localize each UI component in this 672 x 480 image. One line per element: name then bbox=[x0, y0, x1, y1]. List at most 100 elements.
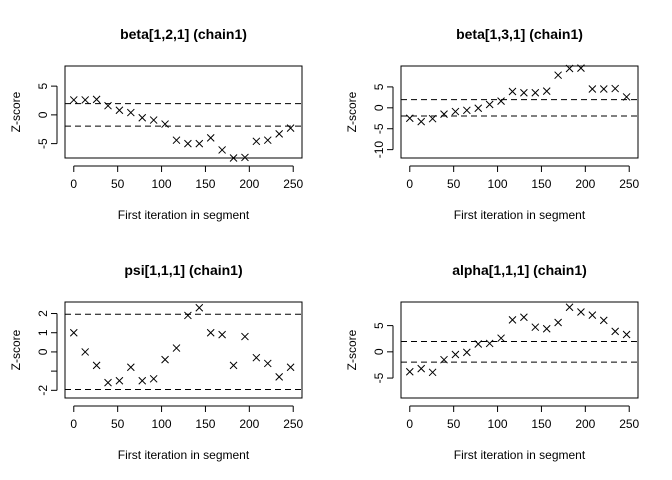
x-tick-label: 0 bbox=[70, 177, 77, 191]
data-point bbox=[428, 368, 437, 377]
data-point bbox=[69, 328, 78, 337]
data-point bbox=[184, 139, 192, 148]
x-tick-label: 250 bbox=[283, 417, 303, 431]
data-point bbox=[577, 64, 585, 72]
data-point bbox=[275, 129, 284, 138]
data-point bbox=[531, 88, 540, 97]
data-point bbox=[241, 153, 249, 162]
data-point bbox=[611, 84, 620, 93]
data-point bbox=[577, 308, 585, 316]
data-point bbox=[206, 328, 215, 337]
y-axis-label: Z-score bbox=[345, 91, 359, 132]
y-tick-label: -2 bbox=[36, 385, 50, 396]
data-point bbox=[195, 303, 204, 312]
data-point bbox=[599, 85, 608, 93]
data-point bbox=[81, 96, 90, 104]
data-point bbox=[622, 93, 631, 101]
x-tick-label: 50 bbox=[111, 177, 125, 191]
chart-panel-1: beta[1,2,1] (chain1) 0 50 100 150 200 250 -5 0 5 F… bbox=[9, 26, 304, 222]
y-tick-label: -5 bbox=[36, 138, 50, 149]
data-point bbox=[485, 339, 494, 348]
data-point bbox=[126, 108, 135, 117]
data-point bbox=[286, 363, 295, 372]
data-point bbox=[115, 106, 124, 115]
x-axis-label: First iteration in segment bbox=[454, 448, 586, 462]
x-tick-label: 200 bbox=[239, 177, 259, 191]
y-tick-label: 0 bbox=[372, 348, 386, 355]
x-tick-label: 150 bbox=[531, 177, 551, 191]
data-point bbox=[542, 87, 551, 95]
data-point bbox=[138, 113, 147, 122]
data-point bbox=[428, 114, 437, 123]
plot-frame bbox=[64, 301, 303, 399]
x-tick-label: 200 bbox=[239, 417, 259, 431]
data-point bbox=[440, 355, 448, 364]
data-point bbox=[263, 359, 272, 368]
x-tick-label: 100 bbox=[488, 417, 508, 431]
y-tick-label: 1 bbox=[36, 329, 50, 336]
data-point bbox=[474, 340, 483, 348]
data-point bbox=[115, 376, 124, 385]
data-point bbox=[69, 96, 78, 104]
data-point bbox=[611, 327, 620, 336]
data-point bbox=[218, 330, 226, 339]
data-point bbox=[218, 146, 226, 154]
plot-frame bbox=[400, 301, 639, 399]
y-tick-label: -10 bbox=[372, 141, 386, 159]
data-point bbox=[417, 117, 426, 126]
data-point bbox=[126, 363, 135, 372]
data-point bbox=[588, 85, 597, 93]
data-point bbox=[149, 116, 158, 124]
data-point bbox=[554, 318, 562, 327]
y-tick-label: 5 bbox=[36, 82, 50, 89]
chart-title: beta[1,3,1] (chain1) bbox=[456, 26, 583, 42]
data-point bbox=[599, 316, 608, 325]
data-point bbox=[462, 348, 471, 357]
y-tick-label: 2 bbox=[36, 310, 50, 317]
x-tick-label: 200 bbox=[575, 417, 595, 431]
data-point bbox=[520, 88, 528, 97]
x-tick-label: 150 bbox=[531, 417, 551, 431]
data-point bbox=[104, 378, 112, 387]
data-point bbox=[497, 334, 505, 343]
data-point bbox=[286, 124, 295, 132]
x-tick-label: 0 bbox=[406, 177, 413, 191]
data-point bbox=[184, 311, 192, 320]
x-tick-label: 50 bbox=[447, 417, 461, 431]
data-point bbox=[172, 344, 181, 352]
data-point bbox=[161, 355, 169, 364]
data-point bbox=[229, 154, 238, 162]
plot-frame bbox=[64, 65, 303, 159]
x-tick-label: 250 bbox=[619, 177, 639, 191]
plot-frame bbox=[400, 65, 639, 159]
data-point bbox=[451, 350, 460, 359]
data-point bbox=[405, 367, 414, 376]
data-point bbox=[138, 376, 147, 385]
x-tick-label: 100 bbox=[488, 177, 508, 191]
y-axis-label: Z-score bbox=[9, 329, 23, 370]
data-point bbox=[531, 323, 540, 332]
data-point bbox=[542, 324, 551, 333]
y-tick-label: 0 bbox=[36, 111, 50, 118]
data-point bbox=[497, 97, 505, 105]
data-point bbox=[252, 137, 261, 146]
y-tick-label: 5 bbox=[372, 83, 386, 90]
x-tick-label: 0 bbox=[70, 417, 77, 431]
x-axis-label: First iteration in segment bbox=[454, 208, 586, 222]
data-point bbox=[462, 106, 471, 115]
x-tick-label: 150 bbox=[195, 417, 215, 431]
chart-panel-3: psi[1,1,1] (chain1) 0 50 100 150 200 250 -2 0 1 2 F… bbox=[9, 262, 304, 462]
data-point bbox=[161, 120, 169, 128]
data-point bbox=[195, 139, 204, 148]
x-axis-label: First iteration in segment bbox=[118, 208, 250, 222]
data-point bbox=[417, 364, 426, 373]
data-point bbox=[474, 104, 483, 113]
y-tick-label: 5 bbox=[372, 322, 386, 329]
x-axis-label: First iteration in segment bbox=[118, 448, 250, 462]
data-point bbox=[565, 303, 574, 312]
data-point bbox=[588, 311, 597, 319]
x-tick-label: 50 bbox=[111, 417, 125, 431]
data-point bbox=[81, 348, 90, 356]
y-axis-label: Z-score bbox=[345, 329, 359, 370]
chart-panel-2: beta[1,3,1] (chain1)0 50 100 150 200 250-10-5… bbox=[345, 26, 640, 222]
